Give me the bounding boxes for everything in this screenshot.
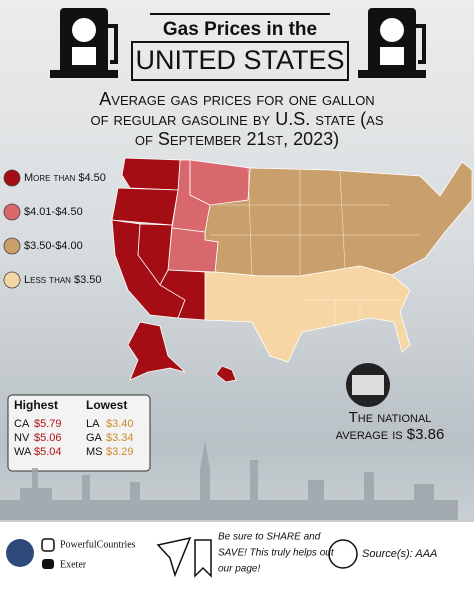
- footer: [0, 522, 474, 592]
- share-icon: [156, 536, 192, 578]
- state-region: [204, 265, 411, 363]
- source-icon: [328, 539, 358, 569]
- save-icon: [194, 539, 212, 578]
- legend-swatch: [3, 203, 21, 221]
- instagram-icon: [41, 538, 55, 552]
- skyline: [0, 440, 458, 520]
- legend-label: Less than $3.50: [24, 274, 102, 286]
- legend: More than $4.50 $4.01-$4.50 $3.50-$4.00 Les…: [3, 169, 106, 289]
- state-code: GA: [86, 432, 103, 444]
- youtube-handle: Exeter: [60, 559, 87, 570]
- state-code: MS: [86, 446, 103, 458]
- state-region: [189, 159, 251, 206]
- legend-swatch: [3, 237, 21, 255]
- share-text: Be sure to SHARE and: [218, 532, 321, 543]
- state-region: [159, 269, 206, 321]
- state-code: WA: [14, 446, 32, 458]
- instagram-handle: PowerfulCountries: [60, 539, 136, 550]
- source-text: Source(s): AAA: [362, 548, 437, 560]
- share-text: our page!: [218, 564, 260, 575]
- flag: [352, 375, 384, 395]
- state-region: [127, 321, 186, 381]
- state-code: CA: [14, 418, 30, 430]
- title-box: [131, 41, 349, 81]
- legend-label: More than $4.50: [24, 172, 106, 184]
- share-text: SAVE! This truly helps out: [218, 548, 335, 559]
- state-price: $5.79: [34, 418, 62, 430]
- youtube-icon: [42, 559, 54, 569]
- national-text: The national: [349, 409, 432, 426]
- us-map: [111, 157, 473, 383]
- map-grid: [210, 167, 420, 326]
- legend-swatch: [3, 271, 21, 289]
- pump-icon-left: [50, 8, 118, 78]
- state-price: $3.34: [106, 432, 134, 444]
- subtitle: Average gas prices for one gallon: [99, 89, 374, 109]
- state-region: [111, 187, 179, 226]
- title-main: UNITED STATES: [135, 45, 344, 75]
- national-text: average is $3.86: [336, 426, 445, 443]
- legend-swatch: [3, 169, 21, 187]
- table-heading: Lowest: [86, 398, 127, 412]
- state-code: LA: [86, 418, 100, 430]
- legend-label: $3.50-$4.00: [24, 240, 83, 252]
- state-price: $5.04: [34, 446, 62, 458]
- state-price: $3.40: [106, 418, 134, 430]
- globe-logo: [6, 539, 34, 567]
- legend-label: $4.01-$4.50: [24, 206, 83, 218]
- state-region: [215, 365, 237, 383]
- subtitle: of regular gasoline by U.S. state (as: [90, 109, 383, 129]
- table-heading: Highest: [14, 398, 58, 412]
- price-table: [7, 394, 151, 472]
- state-code: NV: [14, 432, 30, 444]
- state-price: $3.29: [106, 446, 134, 458]
- title-top: Gas Prices in the: [163, 19, 317, 40]
- subtitle: of September 21st, 2023): [135, 129, 339, 149]
- state-price: $5.06: [34, 432, 62, 444]
- pump-icon-right: [358, 8, 426, 78]
- state-region: [121, 157, 181, 191]
